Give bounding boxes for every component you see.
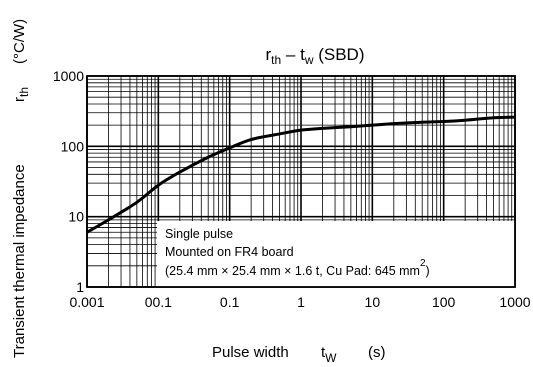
x-axis-symbol-sub: W (325, 351, 337, 365)
annotation-line3: (25.4 mm × 25.4 mm × 1.6 t, Cu Pad: 645 … (165, 258, 430, 278)
y-tick-label: 1 (76, 279, 84, 295)
plot-frame (86, 75, 516, 288)
x-tick-label: 1000 (499, 294, 530, 310)
annotation-line3-main: (25.4 mm × 25.4 mm × 1.6 t, Cu Pad: 645 … (165, 264, 420, 278)
title-r: r (266, 45, 272, 64)
x-tick-label: 0.1 (220, 294, 240, 310)
annotation-box (157, 221, 515, 287)
y-tick-label: 1000 (53, 68, 84, 84)
x-tick-label: 00.1 (145, 294, 172, 310)
y-axis-label-text: Transient thermal impedance (11, 164, 28, 358)
x-tick-label: 0.001 (69, 294, 104, 310)
x-axis-label: Pulse width (212, 344, 289, 361)
y-axis-symbol-sub: th (17, 87, 31, 97)
x-axis-label-text: Pulse width (212, 344, 289, 361)
chart-title: rth – tw (SBD) (266, 45, 365, 67)
x-tick-label: 10 (365, 294, 381, 310)
y-axis-unit: (°C/W) (11, 19, 28, 64)
annotation-line2: Mounted on FR4 board (165, 245, 294, 259)
annotation-line3-end: ) (426, 264, 430, 278)
y-tick-labels: 1 10 100 1000 (53, 68, 84, 295)
annotation-line3-sup: 2 (420, 258, 426, 269)
y-axis-symbol: rth (11, 87, 31, 102)
title-r-sub: th (271, 53, 281, 67)
series-line-thermal-impedance (86, 115, 516, 234)
annotation-line1: Single pulse (165, 227, 233, 241)
title-dash: – (281, 45, 300, 64)
x-axis-unit: (s) (368, 344, 386, 361)
title-t-sub: w (304, 53, 314, 67)
title-t: t (300, 45, 305, 64)
y-axis-label: Transient thermal impedance (11, 164, 28, 358)
x-tick-label: 100 (432, 294, 456, 310)
x-axis-symbol: tW (321, 344, 337, 365)
x-tick-label: 1 (297, 294, 305, 310)
y-axis-symbol-r: r (11, 97, 28, 102)
title-suffix: (SBD) (314, 45, 365, 64)
y-tick-label: 100 (61, 138, 85, 154)
y-tick-label: 10 (68, 209, 84, 225)
x-tick-labels: 0.001 00.1 0.1 1 10 100 1000 (69, 294, 530, 310)
x-axis-symbol-t: t (321, 344, 326, 361)
